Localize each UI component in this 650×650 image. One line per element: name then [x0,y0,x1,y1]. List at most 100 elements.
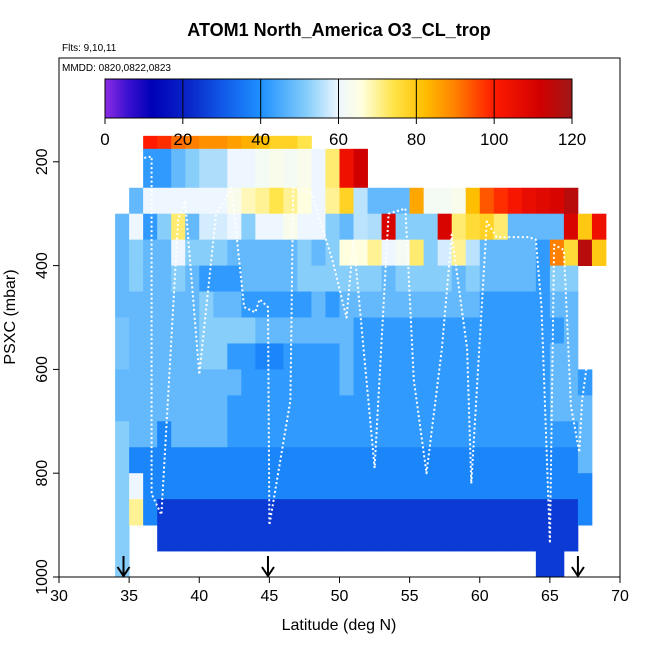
heatmap-cell [269,148,284,189]
heatmap-cell [409,447,425,474]
heatmap-cell [297,239,312,266]
heatmap-cell [507,447,523,474]
heatmap-cell [241,239,256,266]
heatmap-cell [521,369,537,396]
heatmap-cell [241,395,256,422]
heatmap-cell [115,525,130,552]
heatmap-cell [563,317,579,344]
x-axis: 30 35 40 45 50 55 60 65 70 [50,577,629,605]
heatmap-cell [283,447,298,474]
heatmap-cell [395,213,411,241]
heatmap-cell [507,421,523,448]
x-tick-label: 30 [50,588,68,605]
heatmap-cell [311,317,326,344]
heatmap-cell [479,187,495,215]
heatmap-cell [115,265,130,292]
heatmap-cell [563,187,579,215]
heatmap-cell [451,265,467,292]
heatmap-cell [311,525,326,552]
heatmap-cell [535,421,551,448]
heatmap-cell [535,395,551,422]
heatmap-cell [143,135,158,150]
y-axis-label: PSXC (mbar) [2,269,19,364]
heatmap-cell [143,395,158,422]
heatmap-cell [115,395,130,422]
heatmap-cell [199,525,214,552]
heatmap-cell [423,291,439,318]
heatmap-cell [563,291,579,318]
heatmap-cell [325,291,340,318]
heatmap-cell [451,239,467,266]
heatmap-cell [227,317,242,344]
heatmap-cell [353,499,368,526]
heatmap-cell [507,395,523,422]
heatmap-cell [129,473,144,500]
heatmap-cell [255,525,270,552]
heatmap-cell [563,525,579,552]
heatmap-cell [465,187,481,215]
heatmap-cell [185,343,200,370]
heatmap-cell [227,395,242,422]
heatmap-cell [283,187,298,215]
heatmap-cell [395,291,411,318]
heatmap-cell [353,187,368,215]
heatmap-cell [185,291,200,318]
heatmap-cell [409,291,425,318]
colorbar-tick-label: 40 [251,130,270,149]
heatmap-cell [563,369,579,396]
heatmap-cell [255,447,270,474]
heatmap-cell [507,499,523,526]
heatmap-cell [535,369,551,396]
heatmap-cell [549,213,565,241]
heatmap-cell [213,421,228,448]
heatmap-cell [255,421,270,448]
heatmap-cell [325,525,340,552]
heatmap-cell [381,343,396,370]
heatmap-cell [325,447,340,474]
heatmap-cell [549,291,565,318]
heatmap-cell [241,343,256,370]
heatmap-cell [171,291,186,318]
heatmap-cell [521,213,537,241]
heatmap-cell [409,317,425,344]
heatmap-cell [325,213,340,241]
heatmap-cell [143,499,158,526]
heatmap-cell [227,343,242,370]
heatmap-cell [577,239,593,266]
heatmap-cell [493,395,509,422]
heatmap-cell [563,395,579,422]
heatmap-cell [255,148,270,189]
heatmap-cell [325,148,340,189]
heatmap-cell [451,291,467,318]
heatmap-cell [423,499,439,526]
heatmap-cell [563,473,579,500]
down-arrow-icon [116,566,131,578]
heatmap-cell [395,239,411,266]
heatmap-cell [241,369,256,396]
heatmap-cell [269,525,284,552]
heatmap-cell [297,265,312,292]
heatmap-cell [535,213,551,241]
heatmap-cell [143,265,158,292]
heatmap-cell [339,525,354,552]
heatmap-cell [171,421,186,448]
heatmap-cell [255,473,270,500]
heatmap-cell [423,525,439,552]
heatmap-cell [227,525,242,552]
heatmap-cell [171,343,186,370]
heatmap-cell [213,343,228,370]
heatmap-cell [507,317,523,344]
heatmap-cell [353,421,368,448]
heatmap-cell [283,291,298,318]
heatmap-cell [185,369,200,396]
heatmap-cell [451,395,467,422]
heatmap-cell [311,291,326,318]
heatmap-cell [549,395,565,422]
heatmap-cell [129,265,144,292]
heatmap-cell [437,239,453,266]
heatmap-cell [395,525,411,552]
heatmap-cell [353,265,368,292]
heatmap-cell [227,187,242,215]
heatmap-cell [577,395,593,422]
x-tick-label: 65 [541,588,559,605]
